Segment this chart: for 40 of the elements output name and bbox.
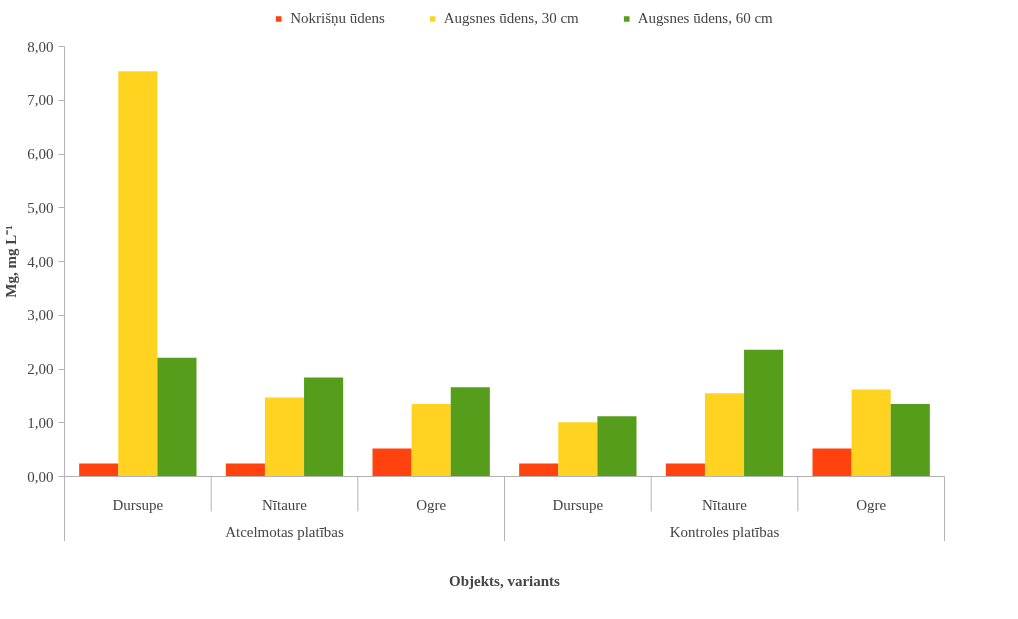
y-tick-label: 8,00 <box>27 38 54 55</box>
bar <box>157 357 197 477</box>
x-tick-label: Ogre <box>416 496 447 513</box>
x-tick-label: Ogre <box>856 496 887 513</box>
y-tick-label: 1,00 <box>27 414 54 431</box>
bar <box>450 387 490 477</box>
text: Atcelmotas platības <box>225 523 345 540</box>
y-axis-title: Mg, mg L⁻¹ <box>3 225 20 298</box>
x-axis-title: Objekts, variants <box>449 572 561 589</box>
legend-label: Augsnes ūdens, 60 cm <box>637 9 773 27</box>
bar <box>372 448 412 477</box>
bar <box>704 393 745 477</box>
bar <box>851 389 891 477</box>
y-tick-label: 0,00 <box>27 468 54 485</box>
bar <box>665 463 705 477</box>
y-tick-label: 5,00 <box>27 199 54 216</box>
y-tick-label: 3,00 <box>27 307 54 324</box>
x-tick-label: Dursupe <box>552 496 604 513</box>
bar <box>225 463 265 477</box>
bar <box>558 422 598 477</box>
bar <box>118 71 158 477</box>
bar <box>411 403 451 477</box>
y-tick-label: 4,00 <box>27 253 54 270</box>
bar <box>79 463 119 477</box>
bar <box>812 448 852 477</box>
bar <box>890 403 930 477</box>
x-tick-label: Nītaure <box>702 496 748 513</box>
y-tick-label: 2,00 <box>27 361 54 377</box>
bar <box>304 377 344 477</box>
bar <box>597 416 637 477</box>
bar <box>264 397 305 477</box>
bar <box>519 463 559 477</box>
legend-label: Augsnes ūdens, 30 cm <box>443 9 579 27</box>
x-tick-label: Dursupe <box>112 496 164 513</box>
y-tick-label: 6,00 <box>27 146 54 162</box>
y-tick-label: 7,00 <box>27 92 54 109</box>
x-tick-label: Nītaure <box>262 496 308 513</box>
text: Kontroles platības <box>669 523 780 540</box>
legend-label: Nokrišņu ūdens <box>290 9 385 27</box>
bar <box>744 349 784 477</box>
